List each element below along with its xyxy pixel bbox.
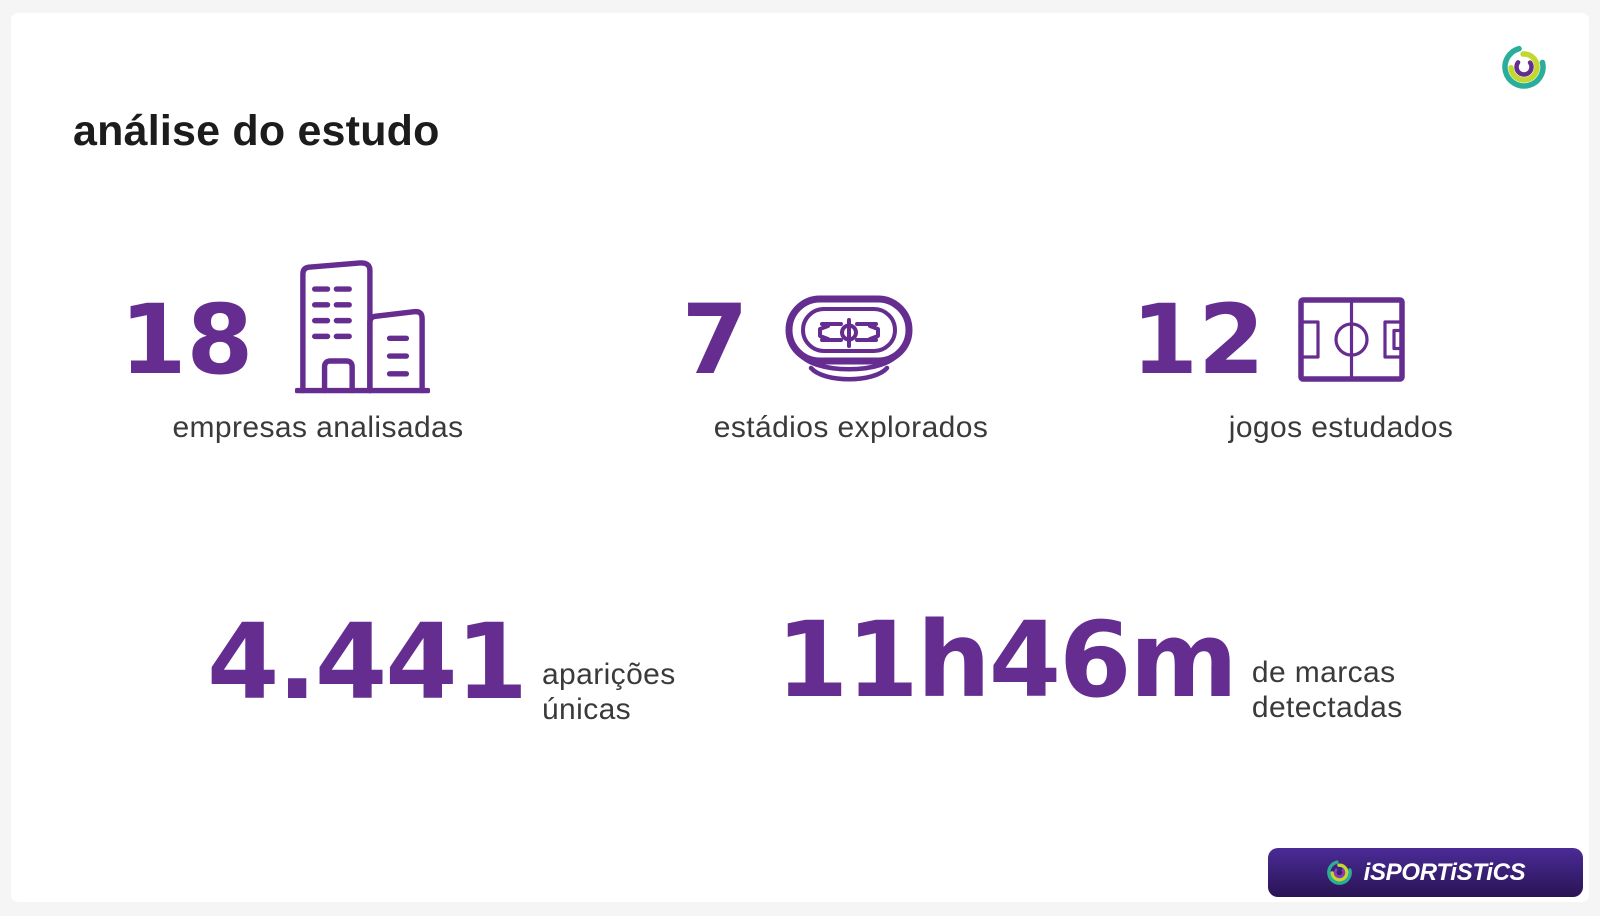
- stat-jogos-value: 12: [1131, 284, 1265, 396]
- stat-jogos-figure: 12: [1071, 261, 1465, 403]
- isportistics-badge-logo-icon: [1326, 860, 1352, 885]
- stat-aparicoes: 4.441 aparições únicas: [207, 601, 676, 728]
- stat-aparicoes-label-line1: aparições: [541, 658, 676, 691]
- stat-marcas-label: de marcas detectadas: [1252, 655, 1403, 726]
- stat-jogos-label: jogos estudados: [1228, 411, 1454, 444]
- isportistics-brand-text: iSPORTiSTiCS: [1363, 858, 1526, 886]
- buildings-icon: [295, 260, 431, 394]
- stat-marcas-label-line1: de marcas: [1251, 656, 1396, 689]
- stat-aparicoes-label: aparições únicas: [542, 657, 676, 728]
- stat-aparicoes-value: 4.441: [207, 601, 528, 723]
- stat-marcas-value: 11h46m: [776, 599, 1238, 721]
- stat-empresas-label: empresas analisadas: [172, 411, 464, 444]
- slide: análise do estudo 18 empresas analisadas…: [11, 13, 1589, 902]
- stat-estadios: 7 estádios explorados: [654, 261, 1048, 445]
- stat-marcas: 11h46m de marcas detectadas: [776, 599, 1403, 726]
- stat-estadios-value: 7: [681, 284, 749, 396]
- stat-jogos: 12 jogos estudados: [1131, 261, 1538, 445]
- stadium-icon: [785, 295, 913, 382]
- stat-estadios-figure: 7: [601, 261, 995, 403]
- stat-empresas-value: 18: [119, 284, 254, 396]
- isportistics-logo-icon: [1502, 45, 1546, 89]
- stat-estadios-label: estádios explorados: [713, 411, 989, 444]
- stat-empresas-figure: 18: [78, 260, 472, 403]
- pitch-icon: [1298, 296, 1405, 382]
- stat-aparicoes-label-line2: únicas: [541, 693, 632, 727]
- stat-empresas: 18 empresas analisadas: [120, 260, 515, 445]
- isportistics-badge: iSPORTiSTiCS: [1268, 848, 1583, 897]
- stat-marcas-label-line2: detectadas: [1251, 691, 1403, 725]
- page-title: análise do estudo: [73, 107, 440, 155]
